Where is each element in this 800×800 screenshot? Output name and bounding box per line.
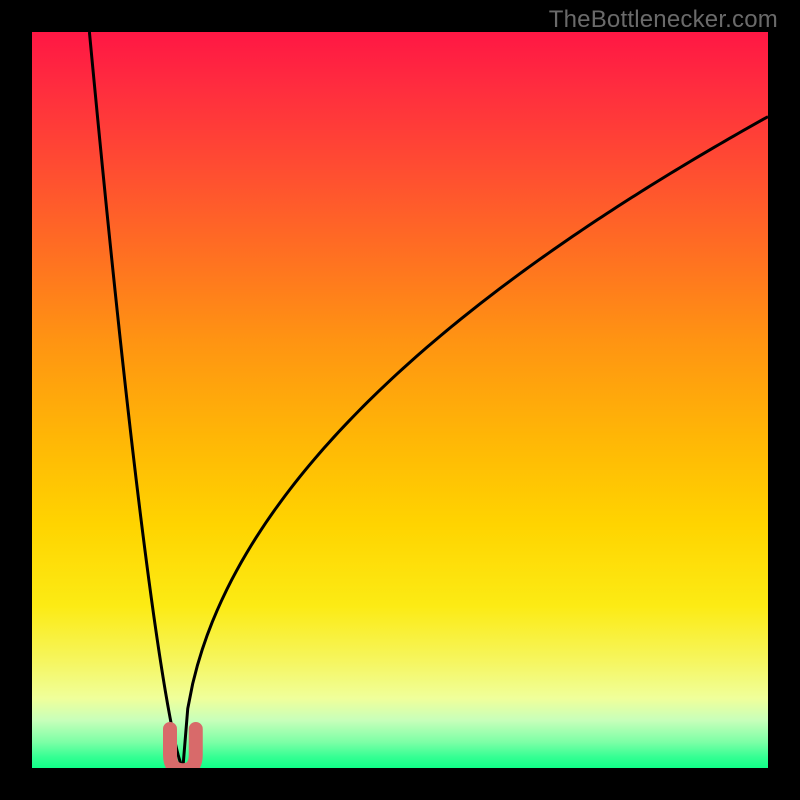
- curve-right-branch: [183, 117, 768, 768]
- curve-left-branch: [89, 32, 182, 768]
- bottleneck-curve-svg: [32, 32, 768, 768]
- plot-frame: [32, 32, 768, 768]
- watermark-text: TheBottlenecker.com: [549, 6, 778, 34]
- stage: TheBottlenecker.com: [0, 0, 800, 800]
